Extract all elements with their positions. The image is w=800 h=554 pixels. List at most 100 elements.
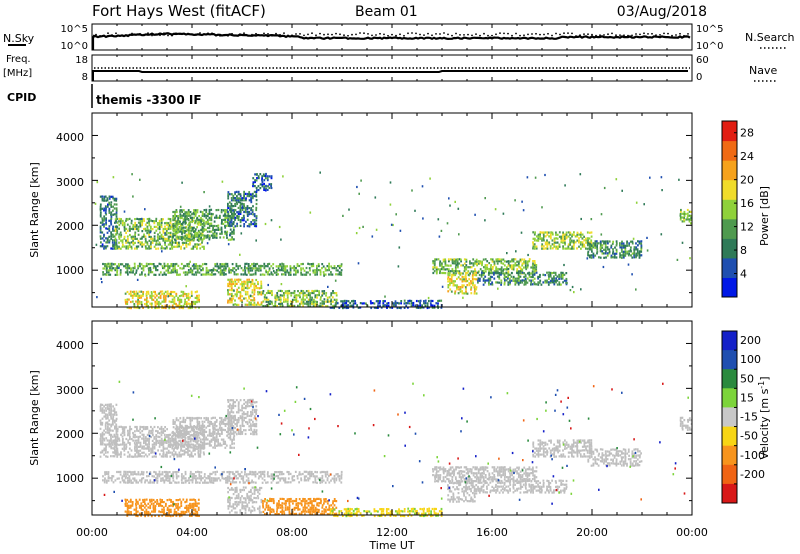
data-cell [482, 277, 485, 280]
data-cell [197, 235, 200, 239]
data-cell [526, 266, 529, 269]
data-cell [134, 455, 136, 458]
data-cell [164, 455, 167, 458]
data-cell [226, 265, 229, 268]
data-cell [176, 271, 178, 274]
data-cell [486, 260, 489, 263]
data-cell [162, 227, 165, 231]
data-cell [100, 241, 102, 244]
data-cell [184, 218, 187, 222]
power-colorbar-swatch [722, 179, 737, 200]
data-cell [145, 443, 147, 446]
speckle-cell [458, 233, 460, 236]
data-cell [137, 239, 140, 242]
data-cell [469, 266, 471, 269]
data-cell [631, 242, 634, 245]
data-cell [180, 214, 183, 217]
data-cell [261, 179, 263, 182]
data-cell [114, 239, 117, 242]
data-cell [178, 220, 180, 223]
data-cell [309, 296, 312, 299]
data-cell [176, 245, 179, 248]
nsearch-dot [159, 34, 161, 37]
data-cell [206, 234, 209, 237]
data-cell [203, 453, 205, 456]
data-cell [257, 303, 259, 306]
data-cell [289, 271, 292, 274]
data-cell [450, 280, 453, 283]
data-cell [197, 433, 200, 437]
data-cell [203, 426, 205, 429]
speckle-cell [446, 222, 449, 225]
data-cell [558, 243, 561, 246]
data-cell [562, 237, 564, 240]
data-cell [229, 228, 232, 231]
data-cell [125, 445, 128, 448]
nsearch-dot [467, 33, 469, 36]
data-cell [251, 303, 254, 306]
data-cell [690, 214, 693, 217]
data-cell [181, 230, 183, 233]
data-cell [110, 201, 113, 204]
data-cell [542, 281, 545, 284]
speckle-cell [534, 176, 537, 179]
data-cell [249, 423, 252, 426]
data-cell [207, 212, 209, 216]
data-cell [107, 262, 110, 265]
data-cell [127, 247, 130, 250]
data-cell [268, 267, 271, 270]
data-cell [128, 264, 131, 267]
data-cell [123, 443, 126, 446]
data-cell [169, 455, 172, 458]
data-cell [454, 266, 457, 269]
data-cell [610, 256, 613, 259]
data-cell [261, 175, 264, 178]
data-cell [330, 292, 333, 295]
data-cell [233, 442, 235, 445]
data-cell [512, 260, 515, 263]
nsearch-dot [555, 32, 557, 35]
data-cell [196, 426, 198, 429]
data-cell [573, 241, 575, 244]
data-cell [113, 407, 116, 410]
data-cell [182, 220, 185, 223]
data-cell [243, 225, 245, 228]
data-cell [175, 262, 178, 266]
data-cell [246, 281, 249, 284]
data-cell [169, 247, 172, 250]
data-cell [99, 205, 102, 208]
data-cell [156, 300, 158, 304]
data-cell [227, 238, 230, 241]
data-cell [224, 440, 226, 443]
data-cell [197, 449, 200, 452]
data-cell [587, 244, 589, 247]
nsearch-dot [679, 32, 681, 35]
data-cell [191, 264, 194, 268]
data-cell [219, 432, 221, 436]
data-cell [198, 426, 201, 429]
data-cell [495, 268, 497, 271]
data-cell [274, 271, 276, 274]
speckle-cell [411, 189, 413, 192]
data-cell [382, 304, 385, 307]
data-cell [108, 413, 111, 416]
data-cell [488, 270, 490, 273]
data-cell [532, 266, 534, 269]
data-cell [143, 233, 145, 236]
data-cell [169, 243, 172, 246]
data-cell [121, 475, 124, 478]
data-cell [539, 279, 542, 282]
data-cell [156, 306, 158, 309]
nsearch-dot [311, 32, 313, 35]
data-cell [198, 436, 201, 439]
data-cell [175, 302, 177, 306]
nsearch-dot [463, 34, 465, 36]
data-cell [208, 444, 211, 447]
data-cell [516, 260, 518, 263]
data-cell [200, 220, 202, 223]
data-cell [509, 260, 512, 263]
data-cell [180, 305, 183, 308]
data-cell [168, 304, 171, 308]
data-cell [328, 265, 330, 268]
speckle-cell [635, 201, 638, 204]
